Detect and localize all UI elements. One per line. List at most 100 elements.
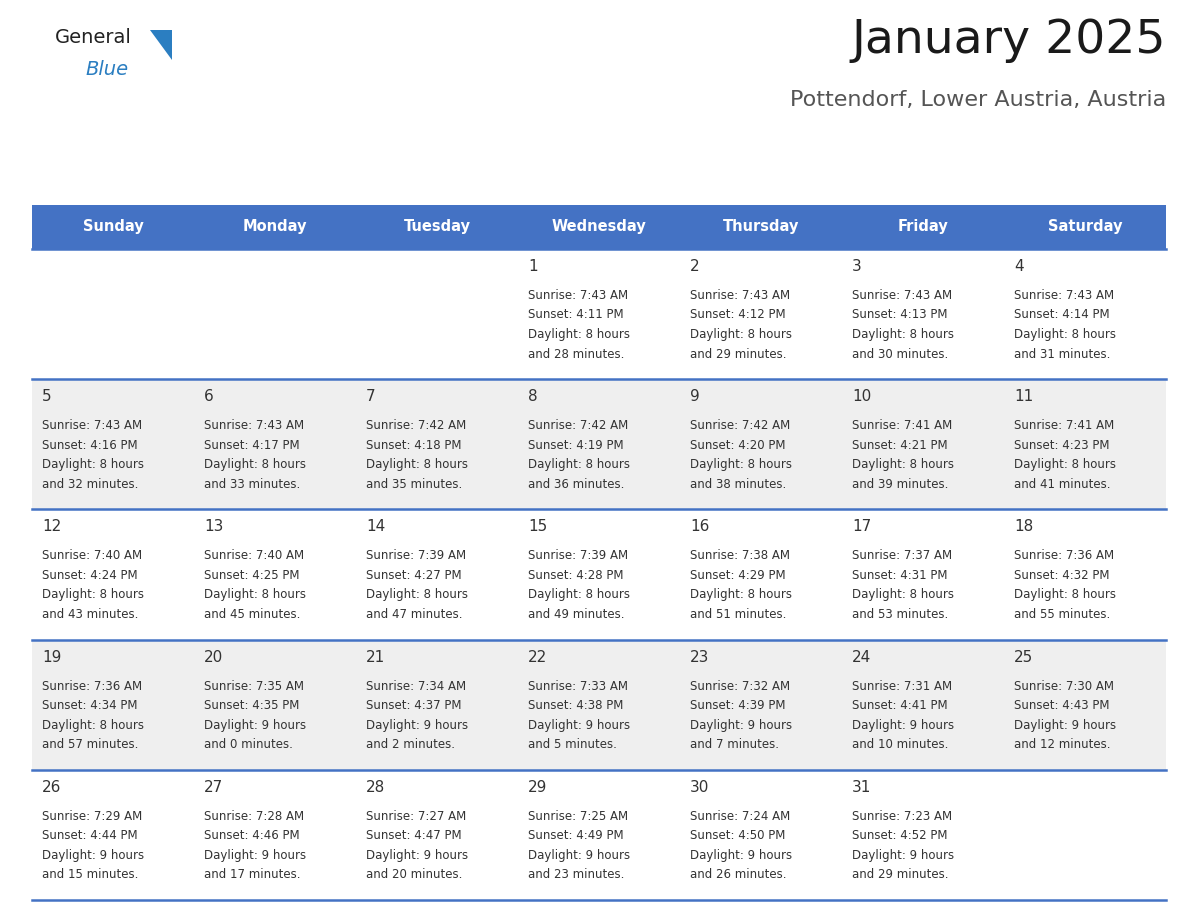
Bar <box>356 379 518 509</box>
Text: Sunset: 4:44 PM: Sunset: 4:44 PM <box>42 829 138 843</box>
Bar <box>356 770 518 900</box>
Text: and 26 minutes.: and 26 minutes. <box>690 868 786 881</box>
Text: 22: 22 <box>527 650 548 665</box>
Text: 17: 17 <box>852 520 871 534</box>
Text: and 51 minutes.: and 51 minutes. <box>690 608 786 621</box>
Text: Sunset: 4:13 PM: Sunset: 4:13 PM <box>852 308 948 321</box>
Bar <box>356 640 518 770</box>
Text: Daylight: 8 hours: Daylight: 8 hours <box>852 588 954 601</box>
Text: Thursday: Thursday <box>722 219 800 234</box>
Text: Daylight: 8 hours: Daylight: 8 hours <box>366 458 468 471</box>
Text: and 29 minutes.: and 29 minutes. <box>852 868 948 881</box>
Text: Sunset: 4:47 PM: Sunset: 4:47 PM <box>366 829 462 843</box>
Text: Sunset: 4:39 PM: Sunset: 4:39 PM <box>690 700 785 712</box>
Bar <box>32 770 194 900</box>
Text: Sunrise: 7:25 AM: Sunrise: 7:25 AM <box>527 810 628 823</box>
Text: Sunrise: 7:43 AM: Sunrise: 7:43 AM <box>852 289 952 302</box>
Text: 26: 26 <box>42 779 62 795</box>
Bar <box>518 509 680 640</box>
Text: Sunset: 4:27 PM: Sunset: 4:27 PM <box>366 569 462 582</box>
Text: Daylight: 8 hours: Daylight: 8 hours <box>690 328 792 341</box>
Text: Sunrise: 7:36 AM: Sunrise: 7:36 AM <box>42 679 143 692</box>
Text: Sunrise: 7:29 AM: Sunrise: 7:29 AM <box>42 810 143 823</box>
Text: Sunset: 4:16 PM: Sunset: 4:16 PM <box>42 439 138 452</box>
Text: Sunrise: 7:41 AM: Sunrise: 7:41 AM <box>852 420 953 432</box>
Text: Sunrise: 7:40 AM: Sunrise: 7:40 AM <box>204 549 304 563</box>
Text: Tuesday: Tuesday <box>404 219 470 234</box>
Bar <box>518 379 680 509</box>
Text: Sunrise: 7:43 AM: Sunrise: 7:43 AM <box>1015 289 1114 302</box>
Text: 2: 2 <box>690 259 700 274</box>
Text: 15: 15 <box>527 520 548 534</box>
Text: Sunrise: 7:34 AM: Sunrise: 7:34 AM <box>366 679 466 692</box>
Text: Sunrise: 7:30 AM: Sunrise: 7:30 AM <box>1015 679 1114 692</box>
Text: and 5 minutes.: and 5 minutes. <box>527 738 617 751</box>
Text: Sunrise: 7:32 AM: Sunrise: 7:32 AM <box>690 679 790 692</box>
Text: Sunday: Sunday <box>83 219 144 234</box>
Bar <box>842 770 1004 900</box>
Text: Daylight: 8 hours: Daylight: 8 hours <box>690 458 792 471</box>
Text: and 15 minutes.: and 15 minutes. <box>42 868 138 881</box>
Text: 1: 1 <box>527 259 538 274</box>
Text: Sunrise: 7:43 AM: Sunrise: 7:43 AM <box>690 289 790 302</box>
Bar <box>680 509 842 640</box>
Text: Sunset: 4:41 PM: Sunset: 4:41 PM <box>852 700 948 712</box>
Bar <box>32 640 194 770</box>
Text: Sunset: 4:12 PM: Sunset: 4:12 PM <box>690 308 785 321</box>
Text: and 17 minutes.: and 17 minutes. <box>204 868 301 881</box>
Bar <box>680 770 842 900</box>
Text: Sunrise: 7:43 AM: Sunrise: 7:43 AM <box>204 420 304 432</box>
Text: Daylight: 9 hours: Daylight: 9 hours <box>690 849 792 862</box>
Text: and 55 minutes.: and 55 minutes. <box>1015 608 1111 621</box>
Text: 11: 11 <box>1015 389 1034 404</box>
Text: 12: 12 <box>42 520 62 534</box>
Text: Sunset: 4:32 PM: Sunset: 4:32 PM <box>1015 569 1110 582</box>
Text: 21: 21 <box>366 650 385 665</box>
Text: Wednesday: Wednesday <box>551 219 646 234</box>
Text: Daylight: 8 hours: Daylight: 8 hours <box>1015 458 1116 471</box>
Text: 30: 30 <box>690 779 709 795</box>
Text: Daylight: 8 hours: Daylight: 8 hours <box>42 588 144 601</box>
Bar <box>680 249 842 379</box>
Text: Sunset: 4:19 PM: Sunset: 4:19 PM <box>527 439 624 452</box>
Text: 18: 18 <box>1015 520 1034 534</box>
Bar <box>1004 770 1165 900</box>
Bar <box>680 640 842 770</box>
Text: Daylight: 8 hours: Daylight: 8 hours <box>366 588 468 601</box>
Text: January 2025: January 2025 <box>852 18 1165 63</box>
Text: Sunrise: 7:39 AM: Sunrise: 7:39 AM <box>366 549 466 563</box>
Bar <box>32 509 194 640</box>
Text: 6: 6 <box>204 389 214 404</box>
Text: Sunset: 4:24 PM: Sunset: 4:24 PM <box>42 569 138 582</box>
Text: Sunrise: 7:42 AM: Sunrise: 7:42 AM <box>690 420 790 432</box>
Text: Daylight: 8 hours: Daylight: 8 hours <box>204 458 307 471</box>
Text: and 33 minutes.: and 33 minutes. <box>204 477 301 491</box>
Text: Friday: Friday <box>898 219 948 234</box>
Text: 27: 27 <box>204 779 223 795</box>
Text: Sunrise: 7:37 AM: Sunrise: 7:37 AM <box>852 549 952 563</box>
Text: Daylight: 9 hours: Daylight: 9 hours <box>852 849 954 862</box>
Bar <box>518 249 680 379</box>
Text: Sunset: 4:29 PM: Sunset: 4:29 PM <box>690 569 785 582</box>
Text: Sunset: 4:43 PM: Sunset: 4:43 PM <box>1015 700 1110 712</box>
Bar <box>842 640 1004 770</box>
Text: Sunrise: 7:41 AM: Sunrise: 7:41 AM <box>1015 420 1114 432</box>
Text: 28: 28 <box>366 779 385 795</box>
Text: and 29 minutes.: and 29 minutes. <box>690 348 786 361</box>
Text: Sunset: 4:46 PM: Sunset: 4:46 PM <box>204 829 299 843</box>
Text: 5: 5 <box>42 389 51 404</box>
Text: Sunset: 4:25 PM: Sunset: 4:25 PM <box>204 569 299 582</box>
Text: Daylight: 9 hours: Daylight: 9 hours <box>1015 719 1116 732</box>
Text: 13: 13 <box>204 520 223 534</box>
Text: 14: 14 <box>366 520 385 534</box>
Text: and 30 minutes.: and 30 minutes. <box>852 348 948 361</box>
Bar <box>32 205 194 249</box>
Bar <box>842 379 1004 509</box>
Bar <box>356 249 518 379</box>
Text: Sunrise: 7:42 AM: Sunrise: 7:42 AM <box>366 420 466 432</box>
Text: Daylight: 9 hours: Daylight: 9 hours <box>527 719 630 732</box>
Text: Sunset: 4:37 PM: Sunset: 4:37 PM <box>366 700 461 712</box>
Text: Sunset: 4:49 PM: Sunset: 4:49 PM <box>527 829 624 843</box>
Text: Daylight: 8 hours: Daylight: 8 hours <box>527 588 630 601</box>
Text: Sunrise: 7:40 AM: Sunrise: 7:40 AM <box>42 549 143 563</box>
